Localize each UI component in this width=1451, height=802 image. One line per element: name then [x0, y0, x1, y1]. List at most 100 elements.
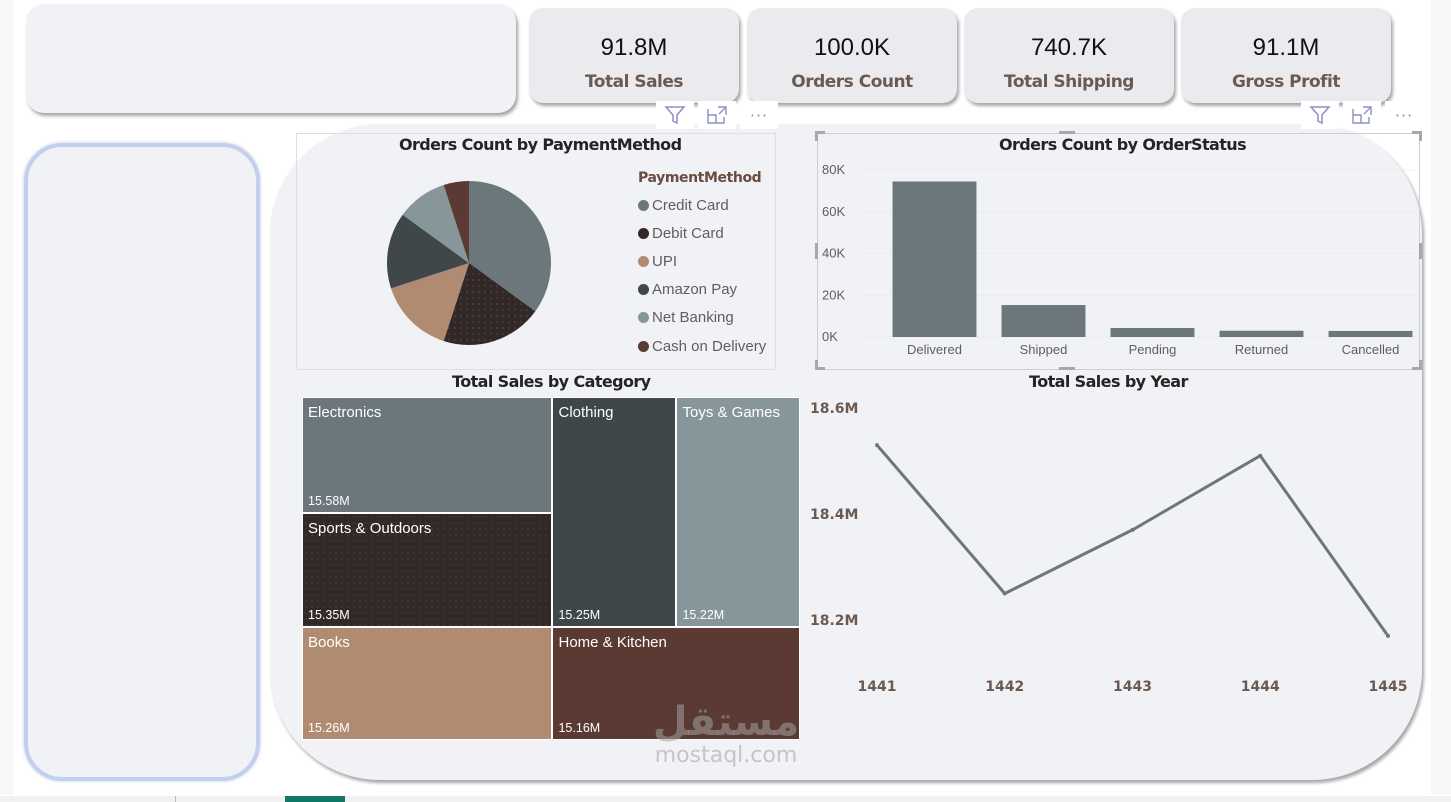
bar-returned[interactable]	[1219, 330, 1304, 337]
bar-delivered[interactable]	[892, 181, 977, 337]
active-page-tab[interactable]	[285, 796, 345, 802]
legend-item[interactable]: Debit Card	[638, 219, 766, 247]
bar-cancelled[interactable]	[1328, 330, 1413, 337]
x-tick-label: 1445	[1369, 679, 1408, 695]
pie-chart-visual[interactable]	[296, 133, 776, 370]
legend-label: UPI	[652, 252, 678, 270]
resize-handle[interactable]	[1412, 131, 1422, 134]
left-pane-edge	[0, 0, 14, 795]
kpi-value: 91.8M	[600, 34, 668, 61]
data-point-1443[interactable]	[1130, 527, 1135, 532]
kpi-label: Gross Profit	[1231, 72, 1341, 92]
data-point-1442[interactable]	[1002, 591, 1007, 596]
more-options-icon: ···	[749, 105, 769, 125]
legend-item[interactable]: UPI	[638, 247, 766, 275]
legend-marker-icon	[638, 255, 649, 267]
kpi-card-gross-profit[interactable]: 91.1M Gross Profit	[1181, 8, 1391, 103]
legend-marker-icon	[638, 340, 649, 352]
resize-handle[interactable]	[1419, 243, 1422, 259]
focus-mode-button[interactable]	[698, 101, 736, 129]
y-tick-label: 20K	[822, 287, 845, 302]
right-pane-edge	[1431, 0, 1451, 795]
legend-marker-icon	[638, 312, 649, 324]
pie-slice-cash-on-delivery[interactable]	[443, 181, 469, 263]
resize-handle[interactable]	[815, 367, 825, 370]
legend-label: Net Banking	[652, 309, 734, 327]
slicer-panel[interactable]	[24, 143, 260, 781]
resize-handle[interactable]	[1419, 131, 1422, 141]
treemap-chart[interactable]: Electronics 15.58M Sports & Outdoors 15.35M…	[302, 397, 800, 740]
treemap-tile-electronics[interactable]: Electronics 15.58M	[302, 397, 553, 513]
tile-label: Toys & Games	[682, 404, 781, 421]
bar-chart[interactable]: 0K 20K 40K 60K 80K Delivered Shipped Pending Ret…	[817, 155, 1420, 365]
kpi-label: Total Sales	[584, 72, 684, 92]
sales-line[interactable]	[875, 444, 1390, 637]
more-options-button[interactable]: ···	[1385, 101, 1423, 129]
kpi-label: Orders Count	[791, 72, 913, 92]
pie-slice-upi[interactable]	[391, 263, 469, 341]
focus-mode-icon	[707, 106, 727, 124]
y-tick-label: 18.2M	[810, 613, 858, 629]
line-chart[interactable]: 18.2M 18.4M 18.6M 1441 1442 1443 1444 1445	[800, 390, 1420, 710]
resize-handle[interactable]	[1059, 367, 1075, 370]
kpi-card-total-sales[interactable]: 91.8M Total Sales	[529, 8, 739, 103]
legend-item[interactable]: Credit Card	[638, 191, 766, 219]
tile-label: Clothing	[558, 404, 614, 421]
treemap-tile-sports-outdoors[interactable]: Sports & Outdoors 15.35M	[302, 512, 553, 627]
focus-mode-button[interactable]	[1343, 101, 1381, 129]
resize-handle[interactable]	[815, 131, 818, 141]
pie-chart[interactable]	[380, 175, 560, 355]
kpi-label: Total Shipping	[1004, 72, 1134, 92]
pie-visual-header: ···	[656, 101, 778, 129]
x-tick-label: Cancelled	[1342, 342, 1400, 357]
tile-value: 15.16M	[558, 720, 601, 735]
kpi-card-orders-count[interactable]: 100.0K Orders Count	[747, 8, 957, 103]
tile-value: 15.26M	[308, 720, 350, 735]
tile-label: Electronics	[308, 404, 382, 421]
pie-slice-amazon-pay[interactable]	[387, 214, 469, 289]
more-options-button[interactable]: ···	[740, 101, 778, 129]
legend-label: Credit Card	[652, 196, 729, 214]
treemap-tile-books[interactable]: Books 15.26M	[302, 626, 553, 740]
treemap-tile-toys-games[interactable]: Toys & Games 15.22M	[676, 397, 800, 627]
y-tick-label: 40K	[822, 246, 845, 261]
legend-item[interactable]: Net Banking	[638, 304, 766, 332]
treemap-tile-clothing[interactable]: Clothing 15.25M	[552, 397, 677, 627]
legend-marker-icon	[638, 227, 649, 239]
resize-handle[interactable]	[815, 360, 818, 370]
data-point-1445[interactable]	[1386, 633, 1390, 638]
legend-item[interactable]: Amazon Pay	[638, 276, 766, 304]
x-tick-label: Returned	[1235, 342, 1288, 357]
bar-pending[interactable]	[1110, 328, 1195, 337]
data-point-1441[interactable]	[875, 443, 879, 448]
treemap-tile-home-kitchen[interactable]: Home & Kitchen 15.16M	[552, 626, 800, 740]
y-tick-label: 60K	[822, 204, 845, 219]
pie-chart-title: Orders Count by PaymentMethod	[399, 135, 682, 154]
tile-value: 15.22M	[682, 607, 725, 622]
kpi-card-total-shipping[interactable]: 740.7K Total Shipping	[964, 8, 1174, 103]
pie-slice-credit-card[interactable]	[469, 181, 551, 312]
bar-shipped[interactable]	[1001, 305, 1086, 337]
legend-marker-icon	[638, 199, 649, 211]
filter-button[interactable]	[1301, 101, 1339, 129]
resize-handle[interactable]	[815, 243, 818, 259]
y-tick-label: 18.6M	[810, 401, 858, 417]
resize-handle[interactable]	[1059, 131, 1075, 134]
kpi-value: 91.1M	[1252, 34, 1320, 61]
filter-button[interactable]	[656, 101, 694, 129]
tile-label: Books	[308, 633, 350, 651]
tile-value: 15.35M	[308, 607, 350, 622]
resize-handle[interactable]	[1412, 367, 1422, 370]
resize-handle[interactable]	[1419, 360, 1422, 370]
x-tick-label: Shipped	[1020, 342, 1068, 357]
resize-handle[interactable]	[815, 131, 825, 134]
pie-slice-net-banking[interactable]	[402, 185, 469, 263]
data-point-1444[interactable]	[1258, 453, 1263, 458]
focus-mode-icon	[1352, 106, 1372, 124]
page-tabs-bar	[0, 796, 1451, 802]
bar-chart-title: Orders Count by OrderStatus	[999, 135, 1247, 154]
legend-item[interactable]: Cash on Delivery	[638, 332, 766, 360]
line-chart-title: Total Sales by Year	[1029, 372, 1188, 391]
tile-value: 15.25M	[558, 607, 601, 622]
